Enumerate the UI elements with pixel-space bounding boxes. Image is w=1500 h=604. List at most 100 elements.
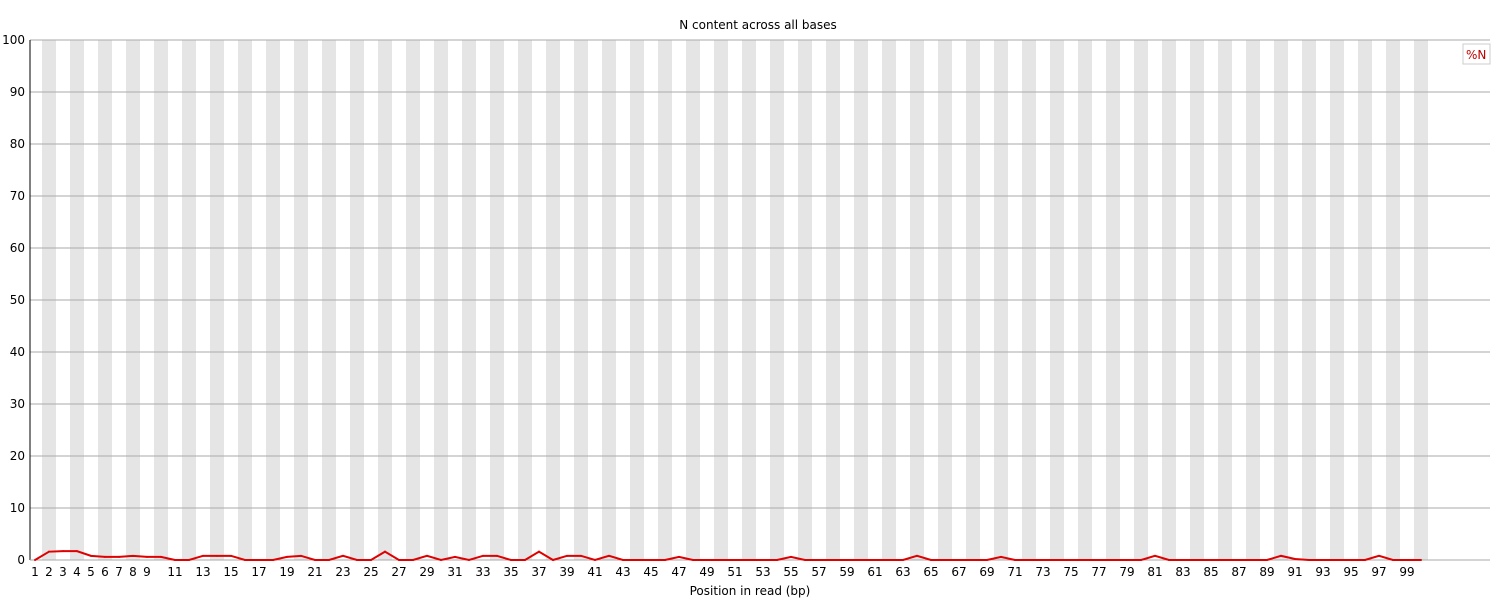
x-tick-label: 4	[73, 565, 81, 579]
x-tick-label: 43	[615, 565, 630, 579]
data-point	[62, 550, 64, 553]
y-tick-label: 50	[10, 293, 25, 307]
data-point	[384, 550, 386, 553]
data-point	[580, 554, 582, 557]
x-tick-label: 71	[1007, 565, 1022, 579]
x-tick-label: 27	[391, 565, 406, 579]
data-point	[1042, 559, 1044, 561]
data-point	[104, 555, 106, 558]
data-point	[902, 559, 904, 561]
x-tick-label: 91	[1287, 565, 1302, 579]
data-point	[1224, 559, 1226, 561]
y-tick-label: 10	[10, 501, 25, 515]
x-tick-label: 59	[839, 565, 854, 579]
x-tick-label: 5	[87, 565, 95, 579]
data-point	[552, 559, 554, 561]
data-point	[1014, 559, 1016, 561]
data-point	[314, 559, 316, 561]
legend-label: %N	[1466, 48, 1486, 62]
data-point	[412, 559, 414, 561]
x-tick-label: 19	[279, 565, 294, 579]
data-point	[972, 559, 974, 561]
x-tick-label: 79	[1119, 565, 1134, 579]
data-point	[1378, 554, 1380, 557]
data-point	[1406, 559, 1408, 561]
data-point	[188, 559, 190, 561]
y-tick-label: 40	[10, 345, 25, 359]
y-tick-label: 70	[10, 189, 25, 203]
x-axis-label: Position in read (bp)	[690, 584, 811, 598]
data-point	[1210, 559, 1212, 561]
data-point	[636, 559, 638, 561]
x-tick-label: 97	[1371, 565, 1386, 579]
data-point	[342, 554, 344, 557]
x-tick-label: 69	[979, 565, 994, 579]
data-point	[1294, 557, 1296, 560]
data-point	[594, 559, 596, 561]
data-point	[1168, 559, 1170, 561]
data-point	[832, 559, 834, 561]
x-tick-label: 55	[783, 565, 798, 579]
data-point	[944, 559, 946, 561]
y-tick-label: 30	[10, 397, 25, 411]
x-tick-label: 75	[1063, 565, 1078, 579]
x-tick-label: 85	[1203, 565, 1218, 579]
x-tick-label: 11	[167, 565, 182, 579]
x-tick-label: 39	[559, 565, 574, 579]
data-point	[482, 554, 484, 557]
data-point	[1126, 559, 1128, 561]
data-point	[1182, 559, 1184, 561]
data-point	[398, 559, 400, 561]
data-point	[1336, 559, 1338, 561]
x-tick-label: 13	[195, 565, 210, 579]
data-point	[230, 554, 232, 557]
data-point	[1392, 559, 1394, 561]
data-point	[202, 554, 204, 557]
data-point	[132, 554, 134, 557]
data-point	[538, 550, 540, 553]
data-point	[524, 559, 526, 561]
legend-box	[1462, 43, 1491, 65]
data-point	[846, 559, 848, 561]
data-point	[34, 559, 36, 561]
x-tick-label: 3	[59, 565, 67, 579]
y-tick-label: 0	[17, 553, 25, 567]
x-tick-label: 2	[45, 565, 53, 579]
y-tick-label: 80	[10, 137, 25, 151]
data-point	[860, 559, 862, 561]
x-tick-label: 65	[923, 565, 938, 579]
x-tick-label: 35	[503, 565, 518, 579]
y-tick-label: 100	[2, 33, 25, 47]
y-tick-label: 20	[10, 449, 25, 463]
x-tick-label: 33	[475, 565, 490, 579]
data-point	[692, 559, 694, 561]
x-tick-label: 15	[223, 565, 238, 579]
x-tick-label: 23	[335, 565, 350, 579]
series-layer	[34, 550, 1422, 562]
data-point	[804, 559, 806, 561]
data-point	[566, 554, 568, 557]
x-tick-label: 61	[867, 565, 882, 579]
data-point	[1000, 555, 1002, 558]
data-point	[1028, 559, 1030, 561]
data-point	[818, 559, 820, 561]
data-point	[1350, 559, 1352, 561]
data-point	[986, 559, 988, 561]
data-point	[510, 559, 512, 561]
data-point	[300, 554, 302, 557]
x-tick-label: 99	[1399, 565, 1414, 579]
data-point	[496, 554, 498, 557]
x-tick-label: 6	[101, 565, 109, 579]
data-point	[286, 555, 288, 558]
series-line-percent-n	[34, 550, 1421, 562]
data-point	[1196, 559, 1198, 561]
data-point	[1420, 559, 1422, 561]
data-point	[76, 550, 78, 553]
data-point	[622, 559, 624, 561]
data-point	[440, 559, 442, 561]
x-tick-label: 95	[1343, 565, 1358, 579]
data-point	[244, 559, 246, 561]
y-tick-label: 60	[10, 241, 25, 255]
x-tick-label: 17	[251, 565, 266, 579]
data-point	[1238, 559, 1240, 561]
